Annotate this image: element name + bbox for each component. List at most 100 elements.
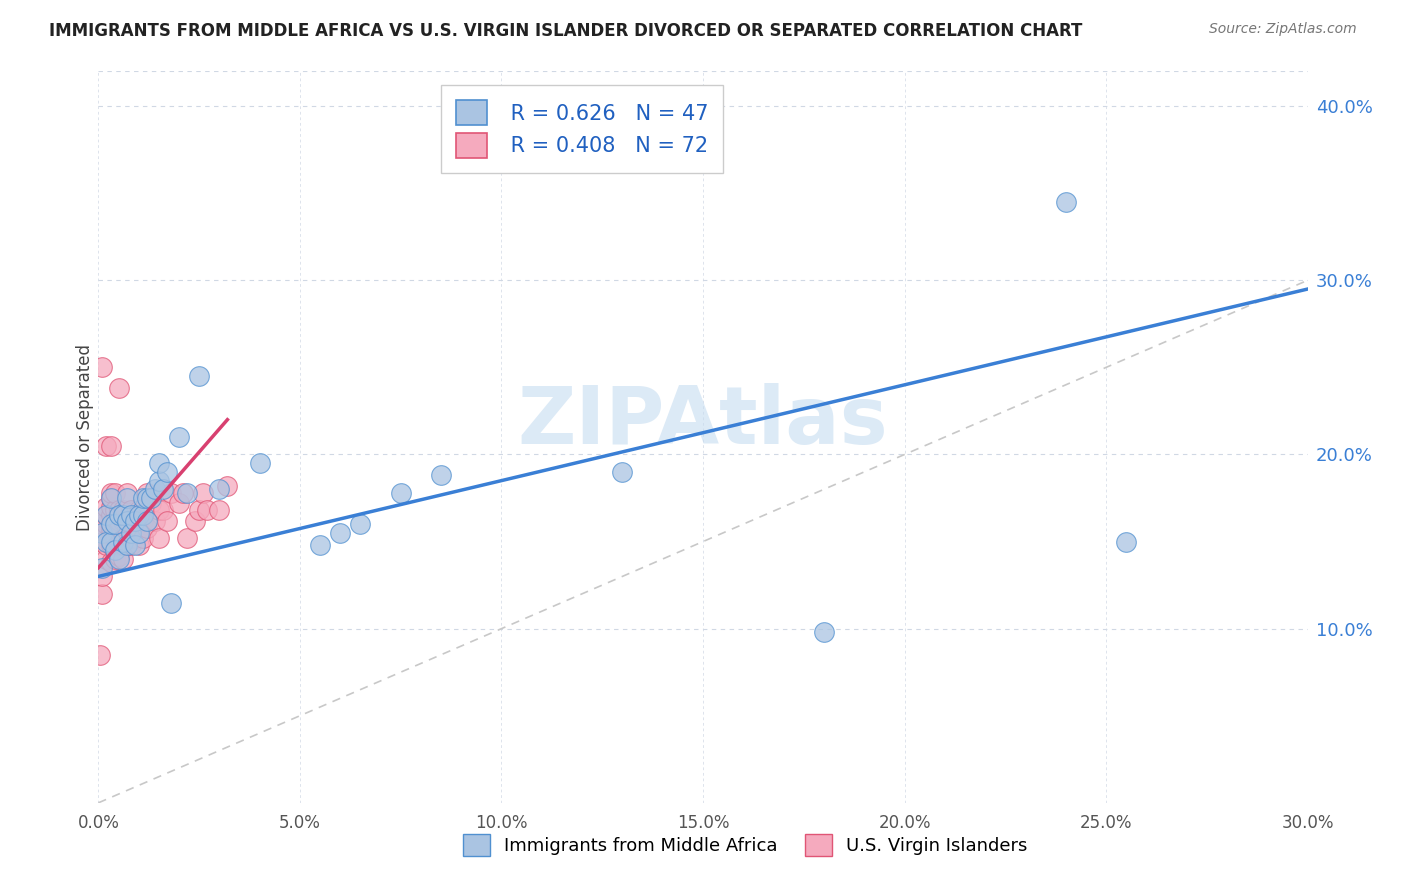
Point — [124, 514, 146, 528]
Point — [124, 531, 146, 545]
Point — [329, 525, 352, 540]
Point — [115, 538, 138, 552]
Point — [100, 525, 122, 540]
Point — [107, 503, 129, 517]
Point — [91, 587, 114, 601]
Point — [115, 514, 138, 528]
Text: Source: ZipAtlas.com: Source: ZipAtlas.com — [1209, 22, 1357, 37]
Y-axis label: Divorced or Separated: Divorced or Separated — [76, 343, 94, 531]
Point — [128, 508, 150, 523]
Point — [1054, 194, 1077, 209]
Point — [115, 491, 138, 505]
Point — [167, 496, 190, 510]
Point — [100, 491, 122, 505]
Point — [96, 508, 118, 523]
Point — [100, 556, 122, 570]
Point — [120, 508, 142, 523]
Point — [107, 514, 129, 528]
Point — [132, 491, 155, 505]
Point — [143, 514, 166, 528]
Point — [1115, 534, 1137, 549]
Point — [111, 538, 134, 552]
Point — [148, 531, 170, 545]
Point — [120, 531, 142, 545]
Point — [100, 500, 122, 514]
Point — [309, 538, 332, 552]
Point — [111, 514, 134, 528]
Point — [111, 531, 134, 545]
Point — [115, 521, 138, 535]
Point — [96, 538, 118, 552]
Point — [148, 456, 170, 470]
Point — [107, 538, 129, 552]
Point — [103, 531, 125, 545]
Point — [132, 508, 155, 523]
Point — [160, 485, 183, 500]
Point — [103, 543, 125, 558]
Point — [152, 483, 174, 497]
Point — [100, 508, 122, 523]
Point — [107, 549, 129, 563]
Point — [96, 517, 118, 532]
Point — [96, 500, 118, 514]
Point — [91, 560, 114, 574]
Point — [100, 538, 122, 552]
Point — [813, 625, 835, 640]
Point — [103, 485, 125, 500]
Point — [188, 369, 211, 384]
Point — [96, 439, 118, 453]
Point — [135, 491, 157, 505]
Point — [167, 430, 190, 444]
Point — [152, 503, 174, 517]
Point — [115, 485, 138, 500]
Point — [100, 521, 122, 535]
Text: IMMIGRANTS FROM MIDDLE AFRICA VS U.S. VIRGIN ISLANDER DIVORCED OR SEPARATED CORR: IMMIGRANTS FROM MIDDLE AFRICA VS U.S. VI… — [49, 22, 1083, 40]
Point — [120, 538, 142, 552]
Point — [100, 491, 122, 505]
Point — [91, 517, 114, 532]
Point — [100, 485, 122, 500]
Point — [124, 538, 146, 552]
Point — [139, 496, 162, 510]
Legend:  R = 0.626   N = 47,  R = 0.408   N = 72: R = 0.626 N = 47, R = 0.408 N = 72 — [441, 86, 723, 173]
Point — [103, 552, 125, 566]
Point — [148, 503, 170, 517]
Point — [107, 521, 129, 535]
Point — [111, 503, 134, 517]
Point — [115, 514, 138, 528]
Point — [107, 508, 129, 523]
Point — [128, 538, 150, 552]
Point — [139, 491, 162, 505]
Point — [124, 521, 146, 535]
Point — [430, 468, 453, 483]
Point — [156, 514, 179, 528]
Point — [188, 503, 211, 517]
Point — [612, 465, 634, 479]
Point — [103, 521, 125, 535]
Point — [100, 439, 122, 453]
Point — [176, 485, 198, 500]
Point — [91, 569, 114, 583]
Point — [176, 531, 198, 545]
Point — [96, 508, 118, 523]
Point — [172, 485, 194, 500]
Point — [132, 531, 155, 545]
Point — [143, 483, 166, 497]
Point — [111, 552, 134, 566]
Point — [120, 503, 142, 517]
Point — [111, 534, 134, 549]
Point — [249, 456, 271, 470]
Text: ZIPAtlas: ZIPAtlas — [517, 384, 889, 461]
Point — [135, 521, 157, 535]
Point — [91, 525, 114, 540]
Point — [111, 508, 134, 523]
Point — [100, 517, 122, 532]
Legend: Immigrants from Middle Africa, U.S. Virgin Islanders: Immigrants from Middle Africa, U.S. Virg… — [454, 825, 1036, 865]
Point — [195, 503, 218, 517]
Point — [193, 485, 215, 500]
Point — [96, 525, 118, 540]
Point — [208, 483, 231, 497]
Point — [91, 534, 114, 549]
Point — [120, 525, 142, 540]
Point — [208, 503, 231, 517]
